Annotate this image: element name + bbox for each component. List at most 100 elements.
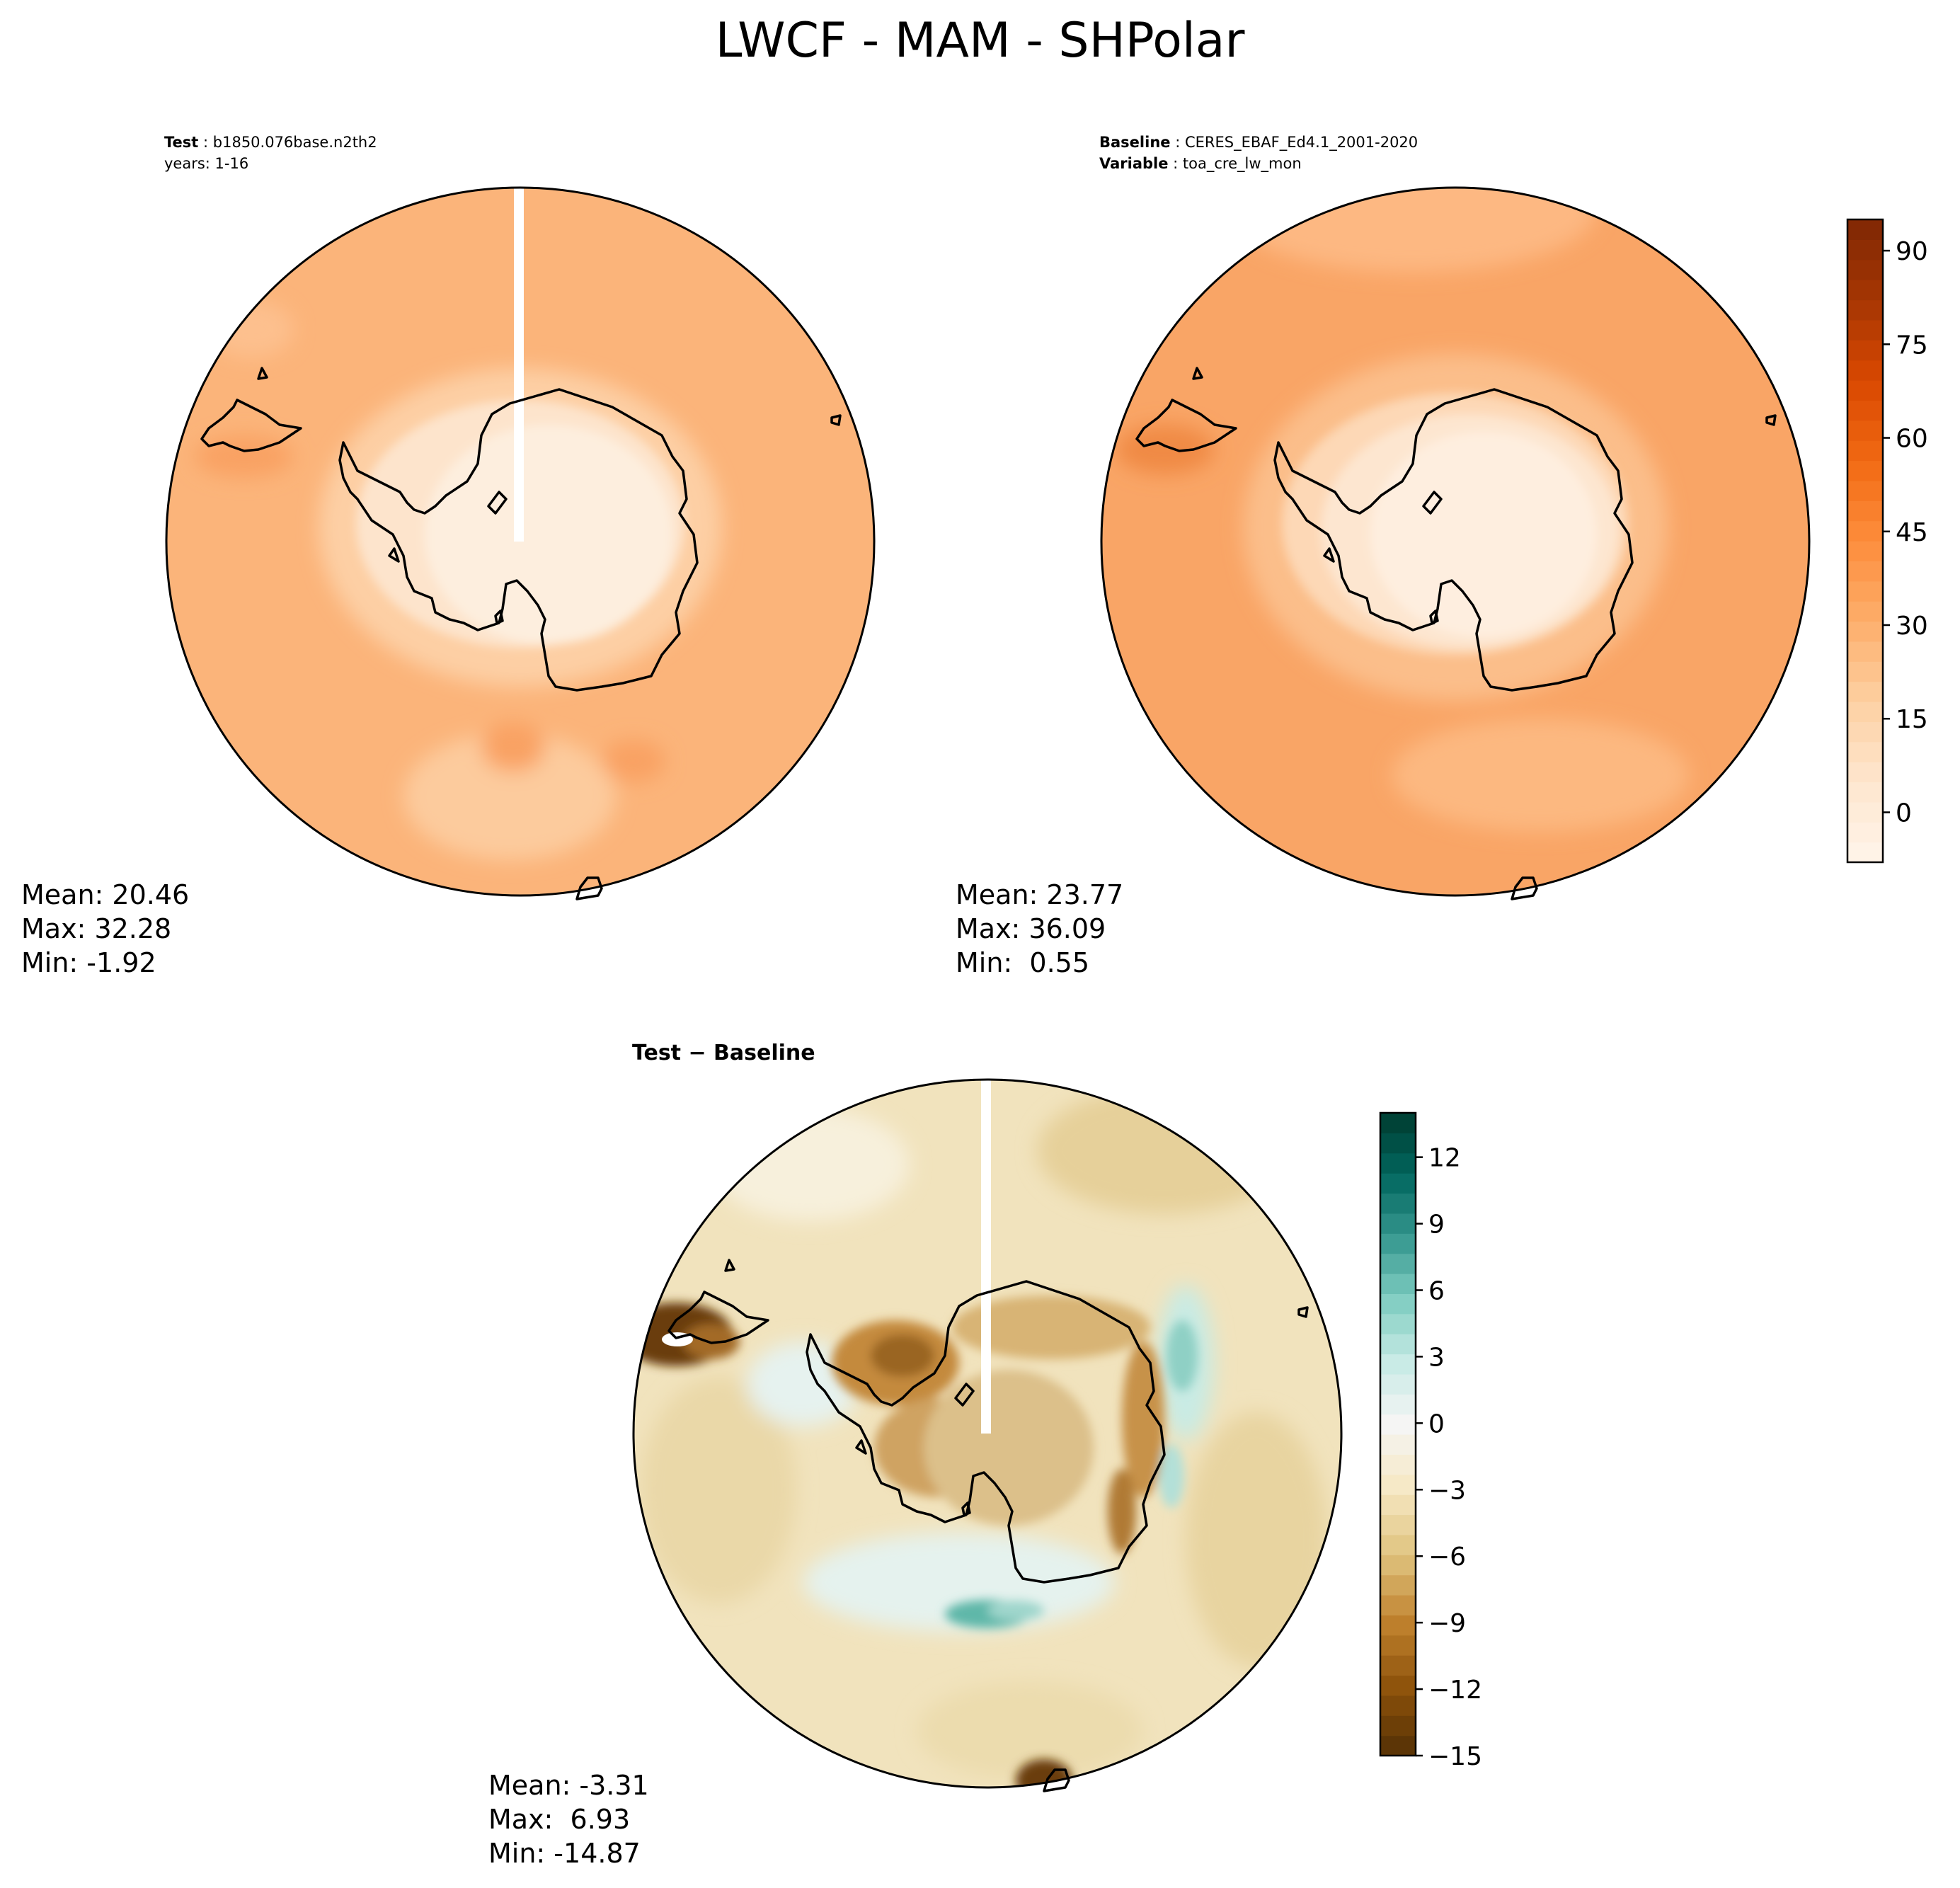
- colorbar-tick-label: 30: [1896, 612, 1928, 641]
- test-coastlines: [200, 367, 842, 900]
- colorbar-segment: [1847, 219, 1883, 240]
- baseline-mean: Mean: 23.77: [956, 879, 1124, 910]
- baseline-map-border: [1100, 186, 1811, 897]
- baseline-variable-value: toa_cre_lw_mon: [1182, 155, 1302, 172]
- colorbar-segment: [1380, 1615, 1416, 1636]
- baseline-max: Max: 36.09: [956, 913, 1106, 944]
- colorbar-segment: [1380, 1434, 1416, 1455]
- colorbar-segment: [1847, 621, 1883, 642]
- colorbar-segment: [1380, 1253, 1416, 1274]
- test-min: Min: -1.92: [21, 947, 156, 978]
- colorbar-segment: [1380, 1113, 1416, 1133]
- diff-missing-data-strip: [981, 1080, 991, 1434]
- colorbar-segment: [1847, 822, 1883, 843]
- colorbar-segment: [1380, 1354, 1416, 1375]
- colorbar-segment: [1380, 1274, 1416, 1294]
- colorbar-segment: [1847, 580, 1883, 602]
- colorbar-segment: [1380, 1313, 1416, 1334]
- colorbar-segment: [1380, 1173, 1416, 1194]
- colorbar-tick-label: −3: [1428, 1476, 1466, 1505]
- colorbar-segment: [1847, 721, 1883, 743]
- colorbar-segment: [1380, 1152, 1416, 1174]
- colorbar-segment: [1847, 360, 1883, 381]
- colorbar-segment: [1847, 460, 1883, 481]
- diff-coastlines: [667, 1259, 1309, 1792]
- test-header-label: Test: [164, 134, 199, 151]
- diff-map-border: [632, 1078, 1343, 1789]
- colorbar-segment: [1380, 1735, 1416, 1756]
- diff-mean: Mean: -3.31: [488, 1770, 649, 1801]
- colorbar-segment: [1380, 1635, 1416, 1656]
- colorbar-segment: [1847, 561, 1883, 582]
- baseline-map: [1100, 186, 1811, 900]
- colorbar-segment: [1847, 520, 1883, 542]
- colorbar-tick-label: 9: [1428, 1211, 1445, 1240]
- diff-header: Test − Baseline: [632, 1041, 815, 1065]
- colorbar-segment: [1380, 1454, 1416, 1475]
- baseline-header-label: Baseline: [1099, 134, 1171, 151]
- test-map-border: [165, 186, 876, 897]
- colorbar-segment: [1380, 1514, 1416, 1535]
- colorbar-tick-label: 60: [1896, 425, 1928, 454]
- baseline-min: Min: 0.55: [956, 947, 1089, 978]
- colorbar-tick-label: 15: [1896, 705, 1928, 734]
- colorbar-tick-label: −6: [1428, 1543, 1466, 1572]
- colorbar-segment: [1380, 1394, 1416, 1415]
- colorbar-segment: [1380, 1474, 1416, 1495]
- colorbar-frame: [1379, 1111, 1417, 1757]
- colorbar-segment: [1380, 1695, 1416, 1716]
- colorbar-segment: [1847, 741, 1883, 762]
- colorbar-segment: [1380, 1494, 1416, 1516]
- colorbar-segment: [1380, 1213, 1416, 1234]
- colorbar-segment: [1847, 280, 1883, 301]
- baseline-variable-label: Variable: [1099, 155, 1169, 172]
- baseline-header-value: CERES_EBAF_Ed4.1_2001-2020: [1184, 134, 1419, 151]
- colorbar-segment: [1847, 641, 1883, 662]
- colorbar-segment: [1380, 1293, 1416, 1315]
- colorbar-tick-label: 45: [1896, 518, 1928, 547]
- colorbar-segment: [1847, 541, 1883, 561]
- colorbar-segment: [1847, 380, 1883, 401]
- test-max: Max: 32.28: [21, 913, 172, 944]
- colorbar-segment: [1380, 1193, 1416, 1214]
- baseline-coastlines: [1135, 367, 1777, 900]
- colorbar-segment: [1847, 500, 1883, 522]
- diff-max: Max: 6.93: [488, 1804, 631, 1835]
- test-header: Test : b1850.076base.n2th2 years: 1-16: [164, 134, 377, 172]
- colorbar-segment: [1847, 601, 1883, 622]
- colorbar-frame: [1846, 218, 1884, 864]
- colorbar-segment: [1847, 842, 1883, 863]
- baseline-header: Baseline : CERES_EBAF_Ed4.1_2001-2020 Va…: [1099, 134, 1419, 172]
- colorbar-segment: [1380, 1373, 1416, 1395]
- diff-colorbar: −15 −12 −9 −6 −3 0 3 6 9 12: [1379, 1111, 1482, 1771]
- diff-min: Min: -14.87: [488, 1838, 641, 1869]
- diff-stats: Mean: -3.31 Max: 6.93 Min: -14.87: [488, 1768, 649, 1870]
- test-years: years: 1-16: [164, 155, 249, 172]
- colorbar-tick-label: −12: [1428, 1676, 1482, 1705]
- test-map: [165, 186, 876, 900]
- colorbar-segment: [1380, 1334, 1416, 1355]
- colorbar-tick-label: 3: [1428, 1343, 1445, 1372]
- colorbar-segment: [1847, 801, 1883, 823]
- test-header-value: b1850.076base.n2th2: [212, 134, 377, 151]
- test-missing-data-strip: [514, 188, 524, 542]
- colorbar-segment: [1380, 1595, 1416, 1615]
- colorbar-segment: [1847, 480, 1883, 501]
- test-mean: Mean: 20.46: [21, 879, 190, 910]
- colorbar-tick-label: 0: [1896, 799, 1912, 828]
- test-stats: Mean: 20.46 Max: 32.28 Min: -1.92: [21, 878, 189, 980]
- colorbar-segment: [1847, 299, 1883, 321]
- colorbar-segment: [1380, 1675, 1416, 1696]
- colorbar-segment: [1847, 400, 1883, 421]
- colorbar-segment: [1847, 440, 1883, 462]
- colorbar-tick-label: 75: [1896, 331, 1928, 360]
- colorbar-segment: [1380, 1534, 1416, 1555]
- colorbar-segment: [1380, 1414, 1416, 1435]
- colorbar-tick-label: 90: [1896, 237, 1928, 266]
- colorbar-segment: [1847, 762, 1883, 783]
- colorbar-tick-label: −9: [1428, 1609, 1466, 1638]
- colorbar-tick-label: 0: [1428, 1409, 1445, 1438]
- colorbar-segment: [1380, 1233, 1416, 1254]
- colorbar-tick-label: −15: [1428, 1742, 1482, 1771]
- colorbar-segment: [1847, 259, 1883, 280]
